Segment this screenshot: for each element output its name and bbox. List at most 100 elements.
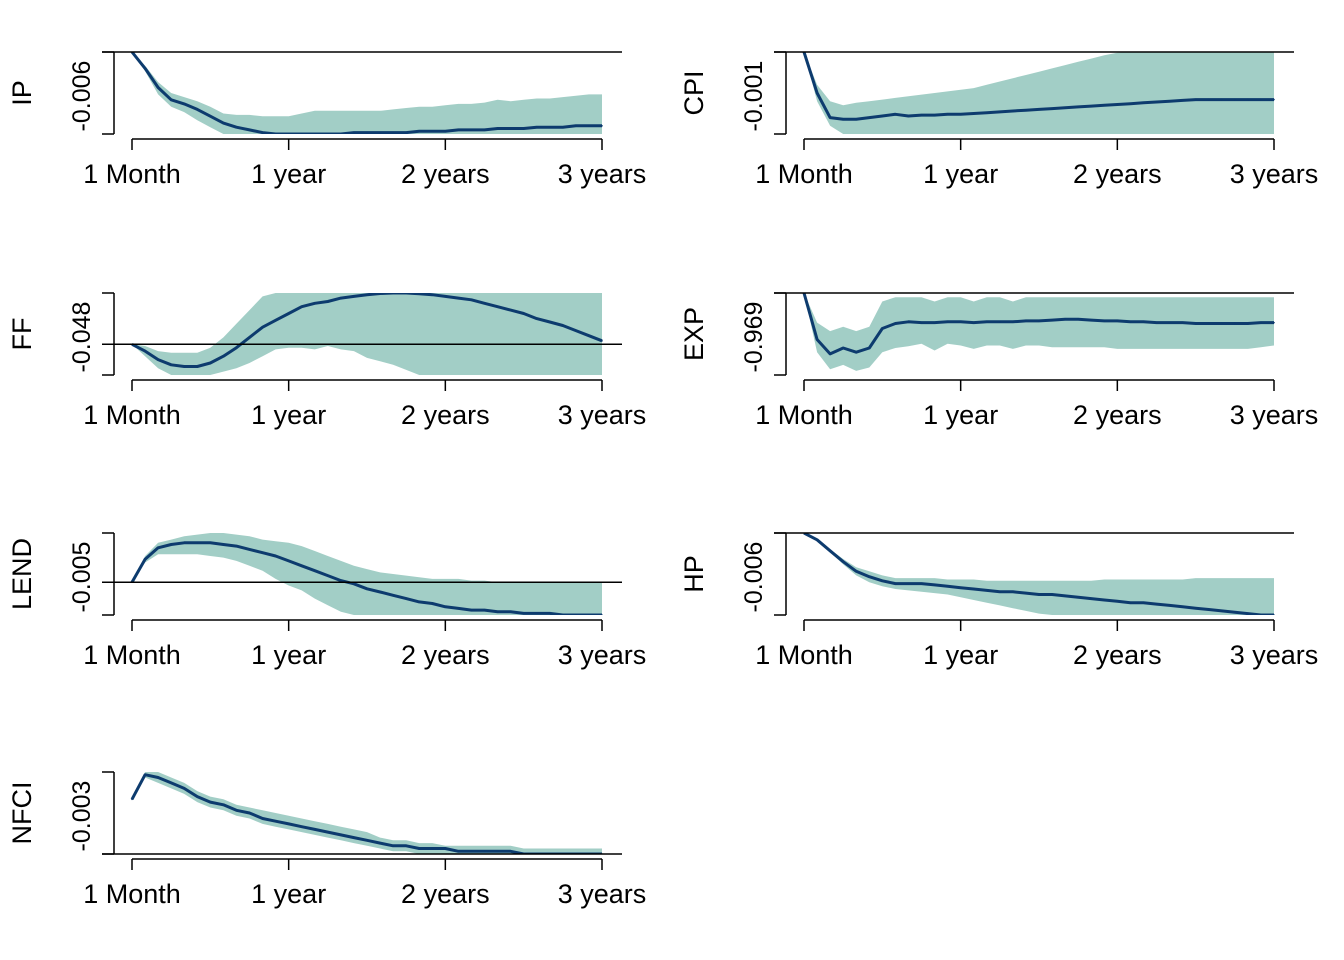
- median-point: [985, 320, 988, 323]
- median-point: [933, 114, 936, 116]
- median-point: [196, 365, 199, 368]
- median-point: [183, 542, 186, 544]
- median-point: [1181, 99, 1184, 102]
- median-point: [392, 845, 394, 847]
- median-point: [496, 305, 499, 308]
- median-point: [313, 828, 316, 831]
- x-tick-label: 1 Month: [755, 400, 853, 430]
- median-point: [881, 327, 884, 330]
- median-point: [261, 551, 264, 554]
- y-tick-label: -0.005: [68, 542, 96, 613]
- median-point: [1116, 103, 1119, 106]
- median-point: [131, 798, 133, 801]
- median-point: [1194, 607, 1197, 609]
- x-tick-label: 1 year: [251, 640, 326, 670]
- median-point: [379, 293, 381, 295]
- confidence-band: [132, 772, 602, 854]
- median-point: [392, 594, 394, 597]
- median-point: [1116, 320, 1119, 322]
- median-point: [340, 133, 342, 134]
- median-point: [431, 602, 434, 605]
- median-point: [457, 607, 460, 610]
- median-point: [1129, 601, 1132, 604]
- median-point: [340, 579, 342, 582]
- median-point: [170, 99, 172, 101]
- y-tick-label: -0.001: [740, 61, 768, 132]
- median-point: [235, 809, 238, 812]
- x-tick-label: 1 year: [251, 159, 326, 189]
- x-tick-label: 1 Month: [755, 640, 853, 670]
- median-point: [418, 601, 421, 603]
- median-point: [470, 609, 473, 611]
- median-point: [816, 338, 818, 341]
- median-point: [1064, 595, 1066, 597]
- median-point: [366, 293, 368, 296]
- median-point: [972, 588, 975, 590]
- median-point: [235, 126, 238, 128]
- median-point: [894, 582, 897, 585]
- median-point: [483, 302, 486, 305]
- median-point: [248, 812, 251, 814]
- median-point: [1051, 319, 1053, 321]
- x-tick-label: 3 years: [558, 640, 647, 670]
- median-point: [1247, 612, 1249, 615]
- median-point: [444, 606, 447, 608]
- median-point: [959, 113, 962, 116]
- median-point: [431, 293, 434, 296]
- median-point: [907, 320, 910, 323]
- median-point: [444, 847, 447, 850]
- median-point: [1077, 596, 1079, 599]
- median-point: [829, 353, 831, 355]
- median-point: [431, 130, 434, 133]
- median-point: [483, 850, 486, 853]
- x-tick-label: 1 year: [251, 879, 326, 909]
- median-point: [1025, 109, 1027, 112]
- median-point: [196, 108, 199, 111]
- median-point: [1234, 98, 1236, 101]
- median-point: [170, 543, 172, 546]
- confidence-band: [804, 293, 1274, 371]
- x-tick-label: 2 years: [1073, 400, 1162, 430]
- x-tick-label: 2 years: [401, 159, 490, 189]
- x-tick-label: 2 years: [1073, 159, 1162, 189]
- median-point: [313, 133, 316, 134]
- plot-area: [802, 293, 1275, 371]
- median-point: [444, 130, 447, 133]
- panel-nfci: -0.003 1 Month 1 year 2 years 3 years NFCI: [7, 771, 646, 909]
- plot-area: [803, 533, 1275, 615]
- median-point: [601, 614, 603, 615]
- median-point: [483, 129, 486, 131]
- median-point: [366, 587, 368, 590]
- median-point: [920, 582, 923, 585]
- median-point: [972, 112, 975, 115]
- median-point: [1025, 320, 1027, 322]
- median-point: [353, 836, 355, 839]
- median-point: [999, 320, 1001, 323]
- median-point: [405, 293, 407, 294]
- median-point: [144, 350, 146, 352]
- median-point: [946, 113, 949, 116]
- median-point: [999, 111, 1001, 113]
- median-point: [287, 560, 290, 562]
- plot-area: [802, 52, 1275, 134]
- median-point: [868, 575, 871, 578]
- y-tick-label: -0.006: [68, 61, 96, 132]
- median-point: [816, 539, 818, 541]
- median-point: [496, 850, 499, 853]
- median-point: [313, 302, 316, 305]
- median-point: [868, 116, 871, 119]
- y-tick-label: -0.003: [68, 781, 96, 852]
- median-point: [353, 131, 355, 134]
- median-point: [366, 131, 368, 134]
- median-point: [855, 118, 858, 121]
- median-point: [842, 560, 844, 563]
- median-point: [496, 127, 499, 130]
- median-point: [1168, 604, 1171, 607]
- median-point: [1247, 98, 1249, 101]
- median-point: [457, 297, 460, 299]
- y-axis-title: FF: [7, 318, 37, 351]
- median-point: [999, 590, 1001, 593]
- confidence-band: [132, 293, 602, 375]
- median-point: [1129, 320, 1132, 323]
- median-point: [575, 329, 577, 332]
